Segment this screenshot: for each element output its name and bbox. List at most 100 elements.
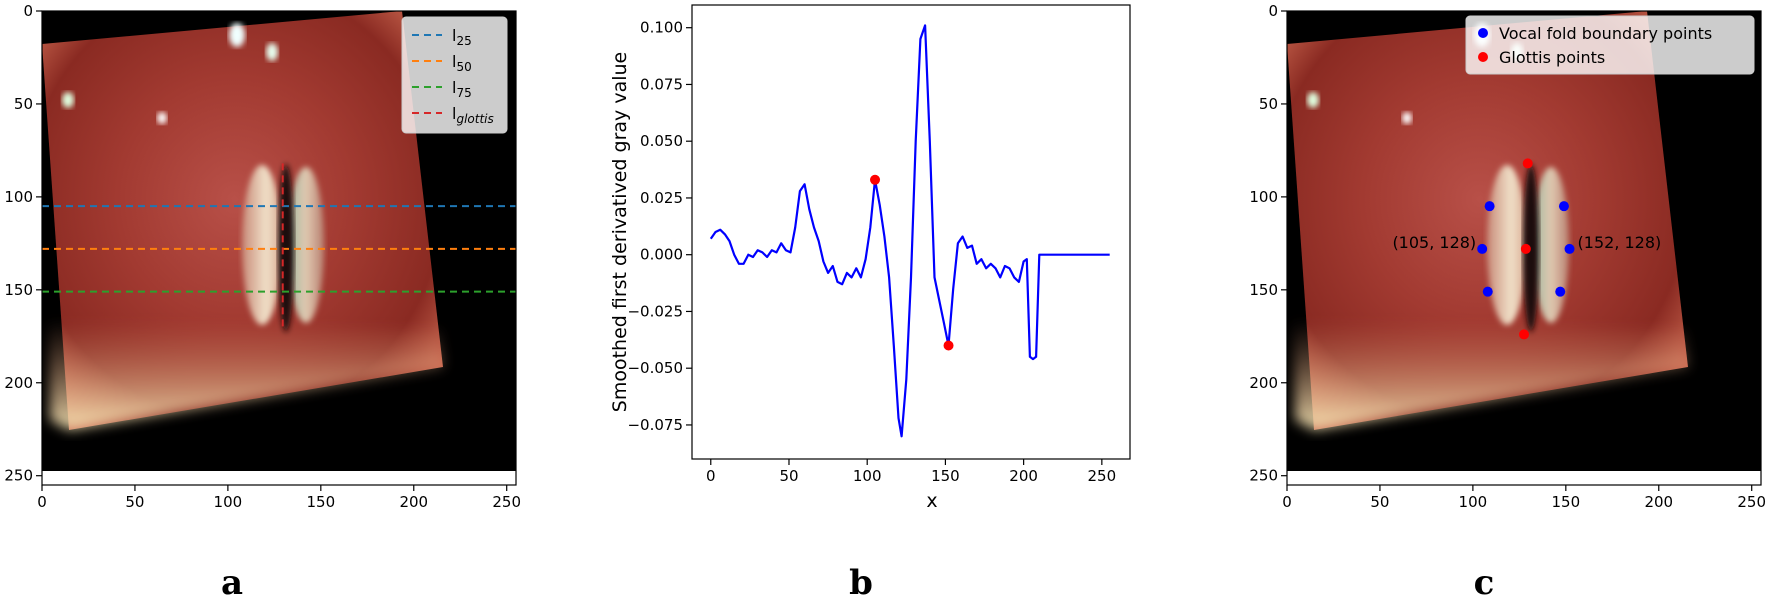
panel-c-y-tick-label: 250 — [1249, 467, 1278, 485]
panel-c-x-tick-label: 0 — [1282, 493, 1292, 511]
legend-label-subscript: 25 — [456, 34, 471, 48]
panel-label-c: c — [1474, 563, 1495, 601]
panel-c-y-tick-label: 50 — [1259, 95, 1278, 113]
panel-a-y-tick-label: 50 — [14, 95, 33, 113]
left-vocal-fold — [242, 165, 282, 325]
panel-b-x-tick-label: 100 — [853, 467, 882, 485]
panel-c: (105, 128) (152, 128) 0 50 100 150 200 2500501… — [1249, 2, 1766, 511]
legend-label-main: l — [452, 104, 456, 123]
peak-marker — [943, 340, 954, 351]
panel-b-x-tick-label: 50 — [779, 467, 798, 485]
highlight-spot — [62, 92, 74, 108]
panel-a-y-tick-label: 100 — [4, 188, 33, 206]
panel-b-axes: 0 50 100 150 200 250 −0.075 −0.050 −0.025 0.000 0.… — [627, 4, 1131, 485]
legend-label: l75 — [452, 78, 472, 100]
laryngoscope-image-c — [1287, 11, 1688, 430]
panel-a-y-tick-label: 150 — [4, 281, 33, 299]
panel-c-y-tick-label: 200 — [1249, 374, 1278, 392]
vocal-fold-boundary-point — [1564, 243, 1575, 254]
panel-b-x-tick-label: 200 — [1009, 467, 1038, 485]
panel-b-y-tick-label: −0.075 — [627, 416, 683, 434]
legend-label-subscript: 50 — [456, 60, 471, 74]
panel-b-frame — [691, 4, 1131, 460]
legend-label-main: l — [452, 52, 456, 71]
legend-marker — [1478, 28, 1488, 38]
vocal-fold-boundary-point — [1477, 243, 1488, 254]
highlight-spot — [266, 43, 278, 61]
panel-c-points: (105, 128) (152, 128) — [1392, 158, 1662, 340]
panel-a-x-tick-label: 100 — [214, 493, 243, 511]
legend-label-subscript: 75 — [456, 86, 471, 100]
derivative-curve — [709, 24, 1110, 438]
panel-c-frame — [1286, 10, 1762, 486]
panel-c-legend: Vocal fold boundary points Glottis points — [1465, 15, 1755, 75]
panel-a-x-tick-label: 250 — [492, 493, 521, 511]
x-axis-title: x — [926, 490, 937, 512]
glottis-gap — [1523, 164, 1539, 332]
panel-b-plot — [709, 24, 1110, 438]
panel-c-x-tick-label: 150 — [1552, 493, 1581, 511]
panel-a-y-tick-label: 200 — [4, 374, 33, 392]
panel-c-x-tick-label: 50 — [1370, 493, 1389, 511]
legend-label: lglottis — [452, 104, 494, 126]
tissue-lower-glow — [1293, 320, 1688, 430]
legend-box — [401, 16, 508, 134]
panel-c-y-tick-label: 100 — [1249, 188, 1278, 206]
panel-b: 0 50 100 150 200 250 −0.075 −0.050 −0.025 0.000 0.… — [609, 4, 1131, 512]
vocal-fold-boundary-point — [1482, 286, 1493, 297]
panel-b-y-tick-label: −0.050 — [627, 359, 683, 377]
glottis-point — [1519, 329, 1529, 340]
panel-b-y-tick-label: 0.075 — [640, 75, 683, 93]
y-axis-title: Smoothed first derivatived gray value — [609, 52, 631, 412]
vocal-fold-boundary-point — [1558, 201, 1569, 212]
panel-a-x-tick-label: 150 — [307, 493, 336, 511]
panel-c-y-tick-label: 150 — [1249, 281, 1278, 299]
legend-label: l50 — [452, 52, 472, 74]
panel-a-x-tick-label: 0 — [37, 493, 47, 511]
vocal-fold-boundary-point — [1555, 286, 1566, 297]
highlight-spot — [1307, 92, 1319, 108]
panel-b-plot-area — [692, 5, 1130, 459]
laryngoscope-image-a — [42, 11, 443, 430]
panel-b-y-tick-label: 0.000 — [640, 246, 683, 264]
legend-label-main: l — [452, 26, 456, 45]
legend-label: Glottis points — [1499, 48, 1605, 67]
highlight-spot — [229, 23, 245, 47]
legend-marker — [1478, 52, 1488, 62]
panel-b-x-tick-label: 0 — [706, 467, 716, 485]
legend-label-main: l — [452, 78, 456, 97]
coordinate-annotation: (152, 128) — [1578, 233, 1662, 252]
panel-a-x-tick-label: 200 — [399, 493, 428, 511]
panel-a-y-tick-label: 250 — [4, 467, 33, 485]
panel-c-x-tick-label: 100 — [1459, 493, 1488, 511]
legend-label-subscript: glottis — [456, 112, 493, 126]
panel-a-x-tick-label: 50 — [125, 493, 144, 511]
left-vocal-fold — [1487, 165, 1527, 325]
panel-a-y-tick-label: 0 — [23, 2, 33, 20]
panel-label-a: a — [221, 563, 243, 601]
highlight-spot — [1402, 112, 1412, 124]
panel-c-x-tick-label: 200 — [1644, 493, 1673, 511]
panel-label-b: b — [849, 563, 873, 601]
panel-a-frame — [41, 10, 517, 486]
peak-marker — [870, 174, 881, 185]
panel-b-y-tick-label: 0.100 — [640, 19, 683, 37]
panel-c-x-tick-label: 250 — [1737, 493, 1766, 511]
panel-b-x-tick-label: 150 — [931, 467, 960, 485]
legend-label: Vocal fold boundary points — [1499, 24, 1712, 43]
vocal-fold-boundary-point — [1484, 201, 1495, 212]
highlight-spot — [157, 112, 167, 124]
panel-b-y-tick-label: −0.025 — [627, 302, 683, 320]
panel-b-x-tick-label: 250 — [1088, 467, 1117, 485]
panel-b-y-tick-label: 0.025 — [640, 189, 683, 207]
panel-c-y-tick-label: 0 — [1268, 2, 1278, 20]
legend-label: l25 — [452, 26, 472, 48]
glottis-reference-lines — [42, 163, 516, 331]
glottis-point — [1522, 158, 1533, 169]
panel-b-y-tick-label: 0.050 — [640, 132, 683, 150]
